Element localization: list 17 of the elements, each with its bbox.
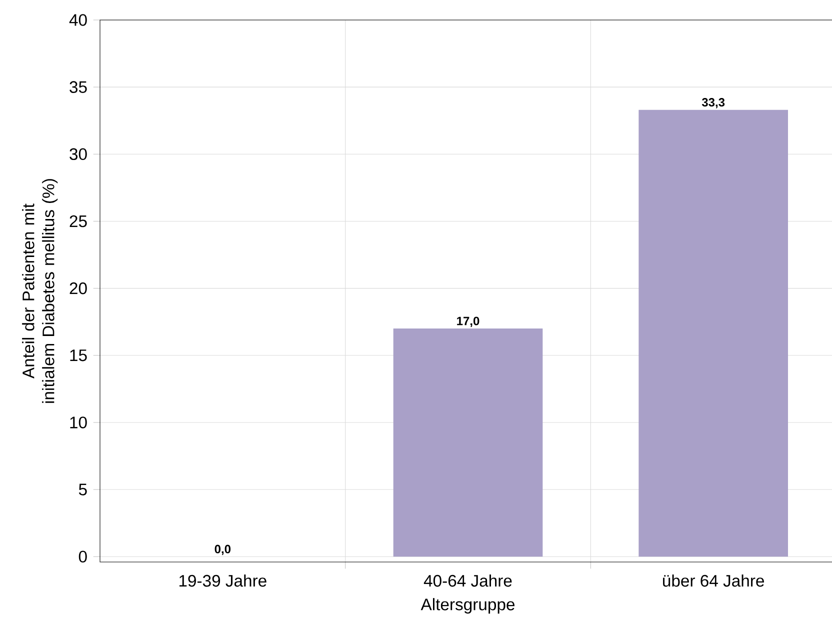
y-tick-label: 15 xyxy=(70,350,87,362)
y-tick-label: 10 xyxy=(70,416,87,428)
x-axis-title: Altersgruppe xyxy=(420,598,514,614)
y-axis-title: Anteil der Patienten mit initialem Diabetes mellitus (%) xyxy=(22,179,58,403)
y-tick-label: 35 xyxy=(70,81,87,93)
y-tick-label: 25 xyxy=(70,215,87,228)
data-label: 33,3 xyxy=(702,98,725,108)
y-tick-label: 40 xyxy=(69,14,87,26)
y-tick-label: 5 xyxy=(78,484,87,496)
y-tick-label: 0 xyxy=(78,550,87,563)
y-tick-label: 30 xyxy=(70,148,87,160)
x-tick-label: über 64 Jahre xyxy=(663,574,764,587)
data-label: 17,0 xyxy=(457,316,480,327)
data-label: 0,0 xyxy=(214,544,231,556)
x-tick-label: 40-64 Jahre xyxy=(424,574,512,587)
x-tick-label: 19-39 Jahre xyxy=(179,574,266,587)
y-tick-label: 20 xyxy=(70,282,87,294)
